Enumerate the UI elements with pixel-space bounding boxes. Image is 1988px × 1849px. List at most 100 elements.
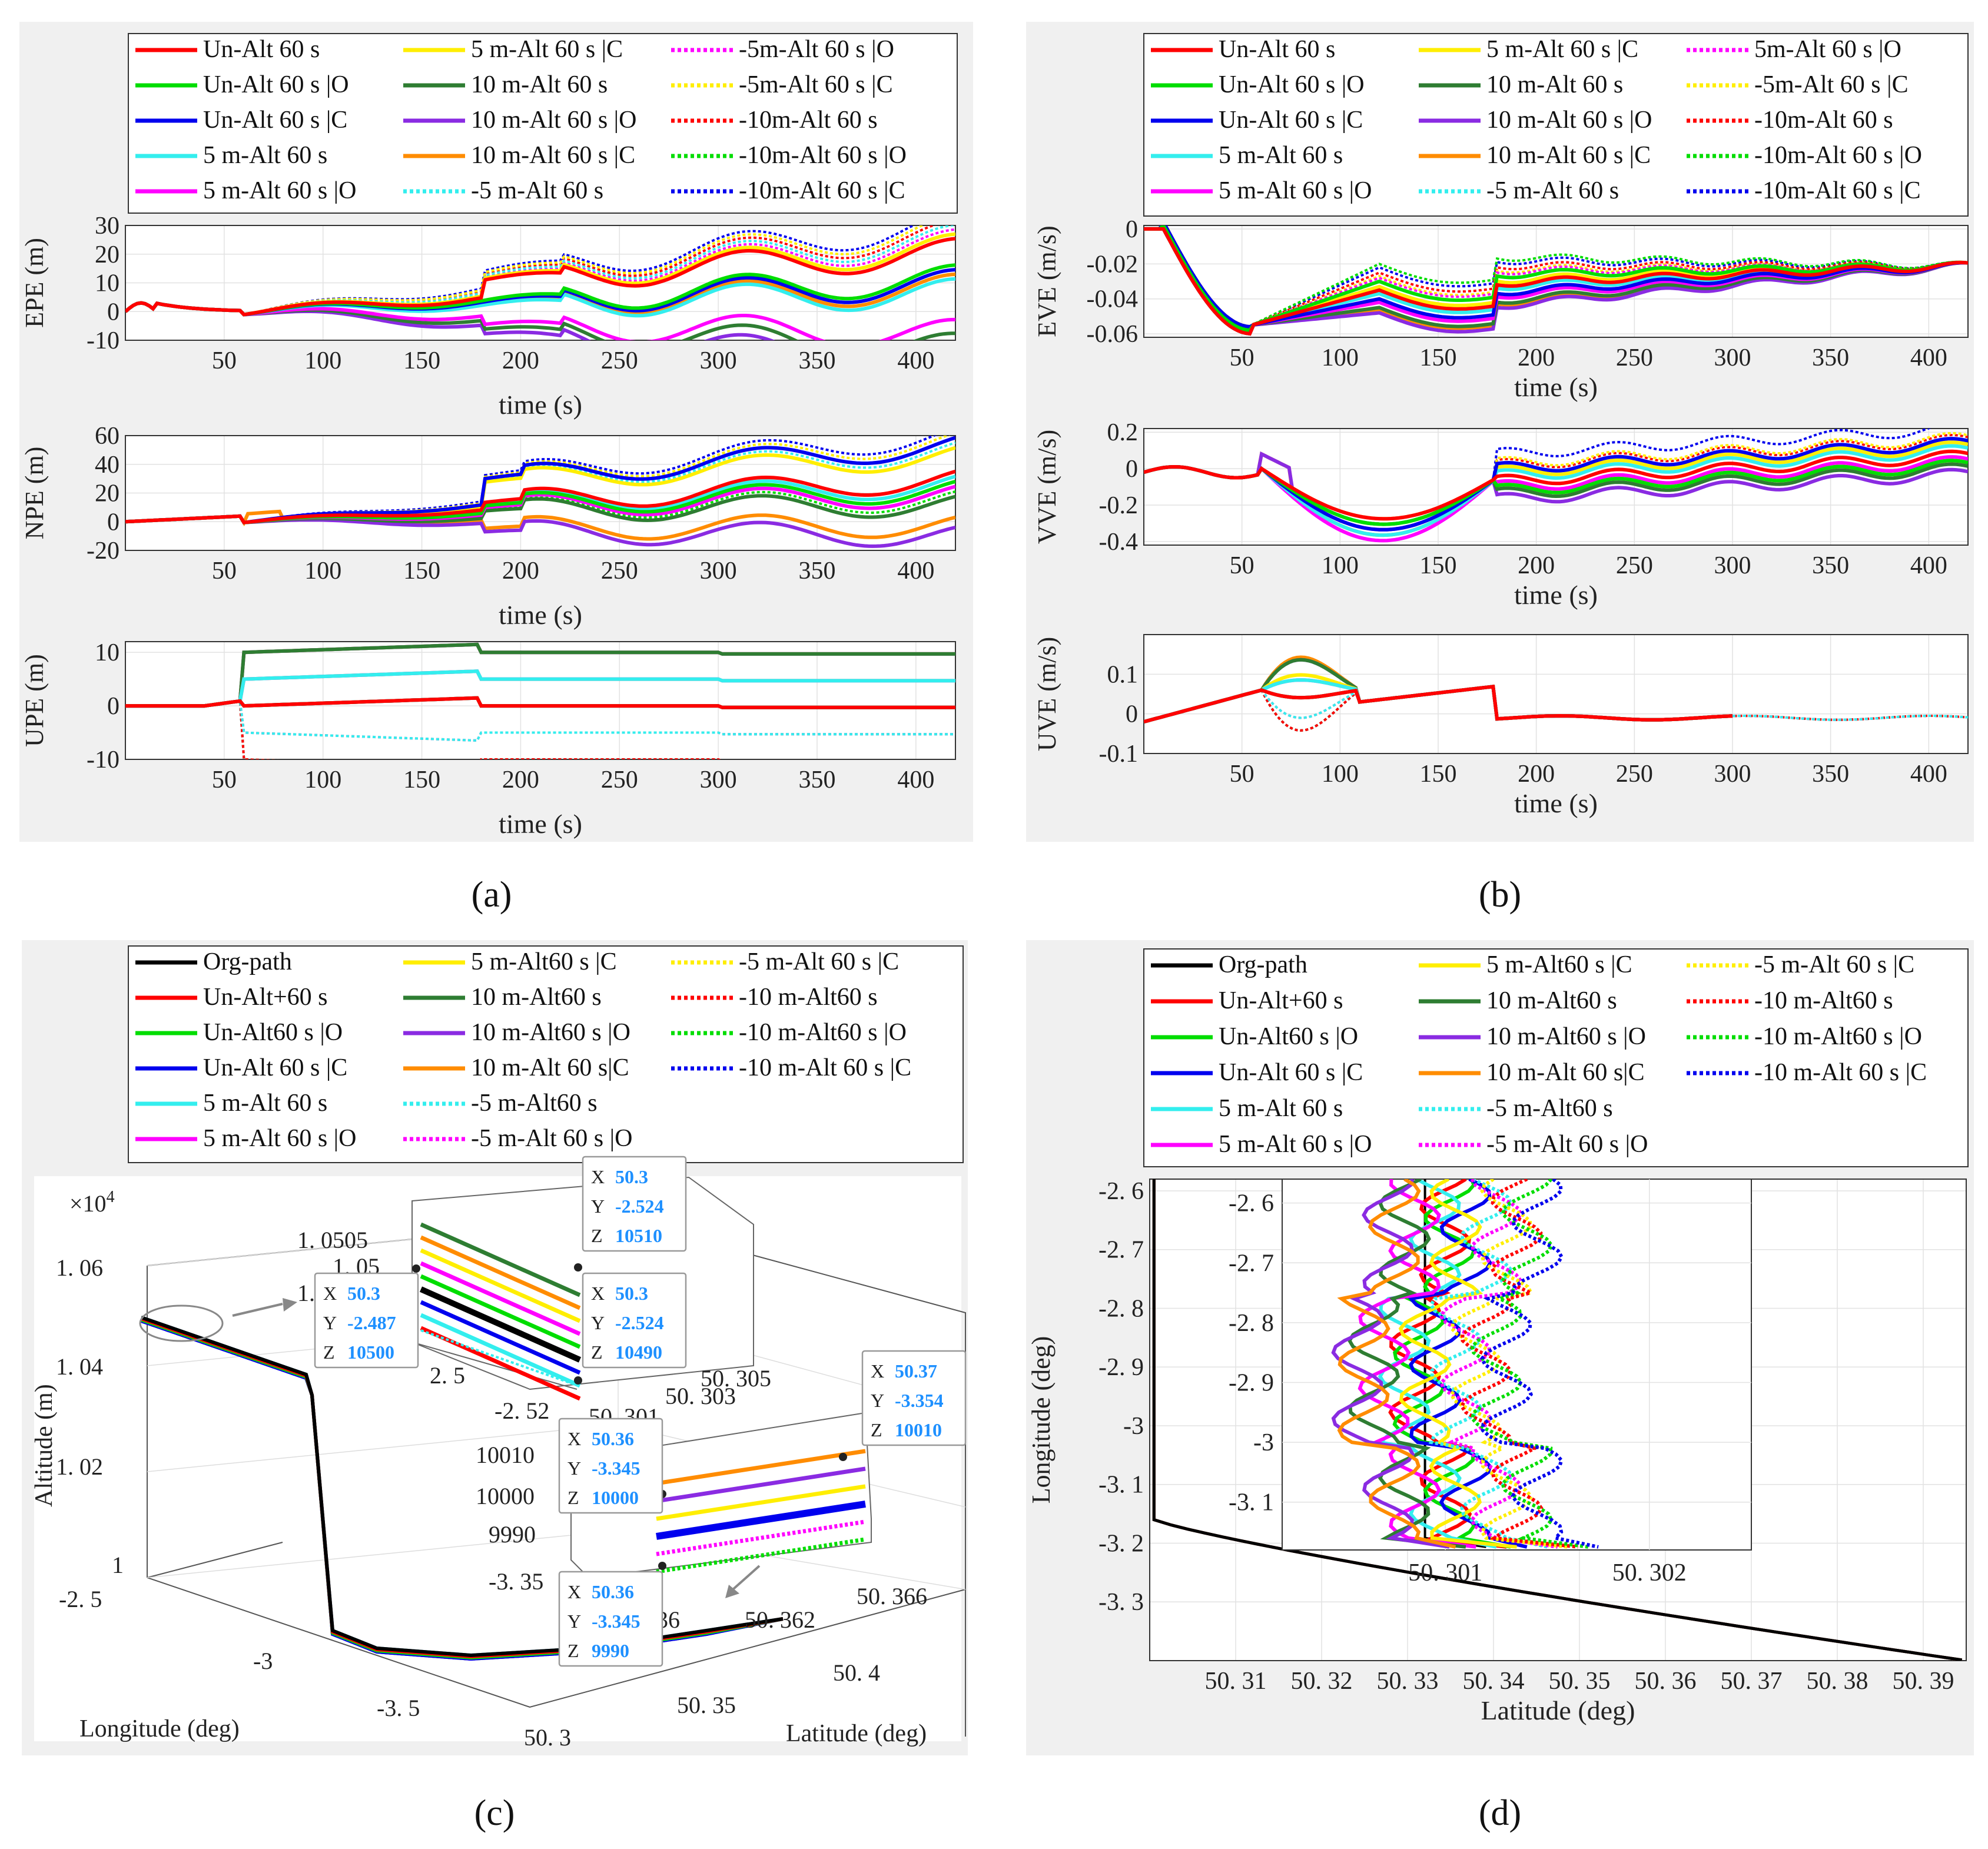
- datatip-3[interactable]: X 50.3 Y -2.524 Z 10490: [582, 1272, 687, 1369]
- path-line-0: [1152, 1179, 1963, 1661]
- inset-line-14: [1470, 1179, 1589, 1549]
- chart-vve: 50 100 150 200 250 300 350 400 0.2 0 -0.2 -0.4 time …: [1033, 419, 1969, 610]
- legend-label: -5 m-Alt 60 s |O: [471, 1125, 632, 1152]
- x-tick-label: 200: [502, 766, 539, 794]
- datatip-5[interactable]: X 50.36 Y -3.345 Z 10000: [558, 1418, 663, 1514]
- x-tick-label: 200: [1518, 344, 1555, 371]
- legend-label: -5 m-Alt 60 s |C: [739, 948, 899, 975]
- x-tick-label: 50: [1230, 761, 1254, 788]
- x-tick-label: 200: [502, 347, 539, 374]
- datatip-value: -2.487: [347, 1312, 396, 1333]
- x-tick-label: 50: [1230, 552, 1254, 579]
- datatips: X 50.3 Y -2.524 Z 10510 X 50.3 Y -2.487 Z 10500 X 50.…: [314, 1156, 967, 1667]
- datatip-1[interactable]: X 50.3 Y -2.524 Z 10510: [582, 1156, 687, 1252]
- inset2-line-2: [656, 1484, 866, 1521]
- legend-label: -5 m-Alt 60 s: [471, 177, 603, 204]
- y-tick-label: -2. 7: [1098, 1237, 1144, 1264]
- x-tick-label: 150: [403, 347, 440, 374]
- legend-label: -10m-Alt 60 s: [739, 107, 878, 134]
- plot-area: [125, 642, 955, 759]
- inset-line-7: [1347, 1179, 1466, 1549]
- x-tick-label: 350: [1812, 552, 1849, 579]
- inset2-line-3: [656, 1501, 866, 1540]
- datatip-key: Z: [323, 1342, 335, 1363]
- legend-label: 5 m-Alt60 s |C: [471, 948, 617, 975]
- plot-border: [125, 435, 956, 551]
- datatip-key: Z: [567, 1487, 579, 1508]
- y-axis-label: NPE (m): [20, 447, 49, 540]
- datatip-box: [861, 1350, 967, 1446]
- series-line-12: [1144, 431, 1968, 526]
- z-tick-1: 1. 06: [56, 1254, 103, 1281]
- z-exponent: ×104: [69, 1188, 115, 1217]
- datatip-value: 10510: [615, 1225, 662, 1246]
- zoom-arrowhead-2: [725, 1585, 739, 1598]
- series-line-14: [1144, 225, 1968, 332]
- x-tick-label: 50. 37: [1721, 1668, 1783, 1695]
- legend-label: 10 m-Alt 60 s|C: [1486, 1059, 1645, 1086]
- series-line-1: [1144, 449, 1968, 521]
- datatip-key: Y: [871, 1390, 884, 1411]
- traj-line-0: [141, 1316, 784, 1658]
- inset2-z-tick-1: 10010: [476, 1442, 535, 1468]
- series-line-15: [125, 225, 916, 316]
- y-tick-label: -2. 6: [1098, 1178, 1144, 1205]
- legend-label: 5 m-Alt 60 s |O: [1219, 1131, 1372, 1158]
- datatip-key: Y: [567, 1458, 581, 1479]
- x-tick-label: 150: [1420, 761, 1457, 788]
- datatip-key: X: [567, 1428, 581, 1449]
- z-tick-4: 1: [112, 1552, 124, 1578]
- datatip-value: 50.37: [895, 1360, 937, 1382]
- x-tick-label: 250: [1616, 761, 1653, 788]
- legend-label: Un-Alt 60 s |C: [1219, 107, 1363, 134]
- series-line-1: [125, 237, 955, 317]
- datatip-4[interactable]: X 50.37 Y -3.354 Z 10010: [861, 1350, 967, 1446]
- plot-border: [125, 225, 956, 341]
- y-tick-label: 10: [95, 270, 120, 297]
- inset2-z-tick-2: 10000: [476, 1483, 535, 1509]
- datatip-box: [558, 1418, 663, 1514]
- inset2-z-tick-3: 9990: [489, 1521, 536, 1548]
- legend-label: -5 m-Alt 60 s |O: [1486, 1131, 1648, 1158]
- y-tick-label: 0: [1126, 456, 1138, 483]
- inset-line-3: [1407, 1179, 1528, 1549]
- datatip-box: [314, 1272, 419, 1369]
- x-tick-label: 300: [700, 766, 737, 794]
- y-tick-label: -3. 1: [1098, 1472, 1144, 1499]
- legend-label: -10 m-Alt60 s |O: [739, 1019, 907, 1046]
- inset-y-tick-label: -2. 7: [1229, 1250, 1274, 1277]
- legend-label: 10 m-Alt 60 s |O: [1486, 107, 1652, 134]
- plot-border: [1143, 634, 1969, 754]
- legend-label: -10m-Alt 60 s |C: [739, 177, 905, 204]
- inset-line-0: [1423, 1179, 1486, 1548]
- legend-label: 5 m-Alt 60 s |O: [1219, 177, 1372, 204]
- legend-label: 10 m-Alt 60 s: [1486, 71, 1623, 98]
- datatip-key: X: [591, 1166, 605, 1187]
- datatip-marker-4: [839, 1453, 847, 1461]
- inset-line-13: [1459, 1179, 1578, 1549]
- inset1-x-tick-1: 2. 5: [430, 1362, 465, 1389]
- datatip-box: [558, 1571, 663, 1667]
- lon-tick-1: -2. 5: [59, 1586, 102, 1612]
- datatip-value: -2.524: [615, 1196, 664, 1217]
- z-axis-label: Altitude (m): [31, 1384, 58, 1507]
- legend-box: [128, 945, 964, 1163]
- legend-box: [1143, 33, 1969, 217]
- datatip-2[interactable]: X 50.3 Y -2.487 Z 10500: [314, 1272, 419, 1369]
- chart-3d-trajectory: ×104 1. 06 1. 04 1. 02 1 Altitude (m) -2…: [31, 1156, 967, 1751]
- x-tick-label: 50: [212, 347, 237, 374]
- datatip-6[interactable]: X 50.36 Y -3.345 Z 9990: [558, 1571, 663, 1667]
- x-tick-label: 350: [1812, 761, 1849, 788]
- y-tick-label: 20: [95, 480, 120, 507]
- inset-y-tick-label: -2. 8: [1229, 1310, 1274, 1337]
- inset1-line-2: [420, 1248, 581, 1323]
- x-tick-label: 300: [700, 557, 737, 585]
- inset2-line-1: [656, 1466, 866, 1503]
- y-tick-label: 0: [1126, 216, 1138, 243]
- x-axis-label: time (s): [499, 809, 582, 839]
- datatip-value: 50.3: [615, 1166, 648, 1187]
- x-tick-label: 400: [1910, 761, 1947, 788]
- x-tick-label: 50: [212, 557, 237, 585]
